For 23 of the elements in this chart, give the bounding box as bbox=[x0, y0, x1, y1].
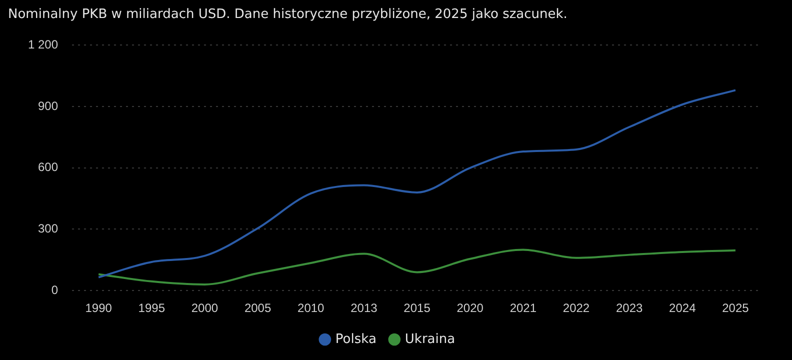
x-tick-label: 1995 bbox=[138, 301, 166, 316]
chart-title: Nominalny PKB w miliardach USD. Dane historyczne przybliżone, 2025 jako szacunek. bbox=[8, 7, 568, 22]
x-tick-label: 2000 bbox=[191, 301, 218, 316]
x-tick-label: 2023 bbox=[616, 301, 643, 316]
x-tick-label: 2021 bbox=[510, 301, 537, 316]
x-tick-label: 1990 bbox=[85, 301, 112, 316]
x-tick-label: 2024 bbox=[669, 301, 696, 316]
x-tick-label: 2022 bbox=[562, 301, 590, 316]
x-tick-label: 2020 bbox=[456, 301, 484, 316]
line-series bbox=[98, 89, 736, 278]
x-tick-label: 2005 bbox=[244, 301, 272, 316]
x-tick-label: 2010 bbox=[298, 301, 325, 316]
y-tick-label: 900 bbox=[38, 98, 58, 113]
legend-label: Ukraina bbox=[404, 332, 456, 347]
legend-label: Polska bbox=[335, 332, 376, 347]
y-tick-label: 600 bbox=[38, 160, 58, 174]
line-series bbox=[98, 248, 736, 286]
y-tick-label: 1 200 bbox=[28, 38, 58, 52]
y-tick-label: 0 bbox=[51, 282, 58, 297]
x-tick-label: 2013 bbox=[350, 301, 378, 316]
x-tick-label: 2015 bbox=[404, 301, 431, 316]
x-tick-label: 2025 bbox=[722, 301, 750, 316]
y-tick-label: 300 bbox=[38, 222, 58, 236]
